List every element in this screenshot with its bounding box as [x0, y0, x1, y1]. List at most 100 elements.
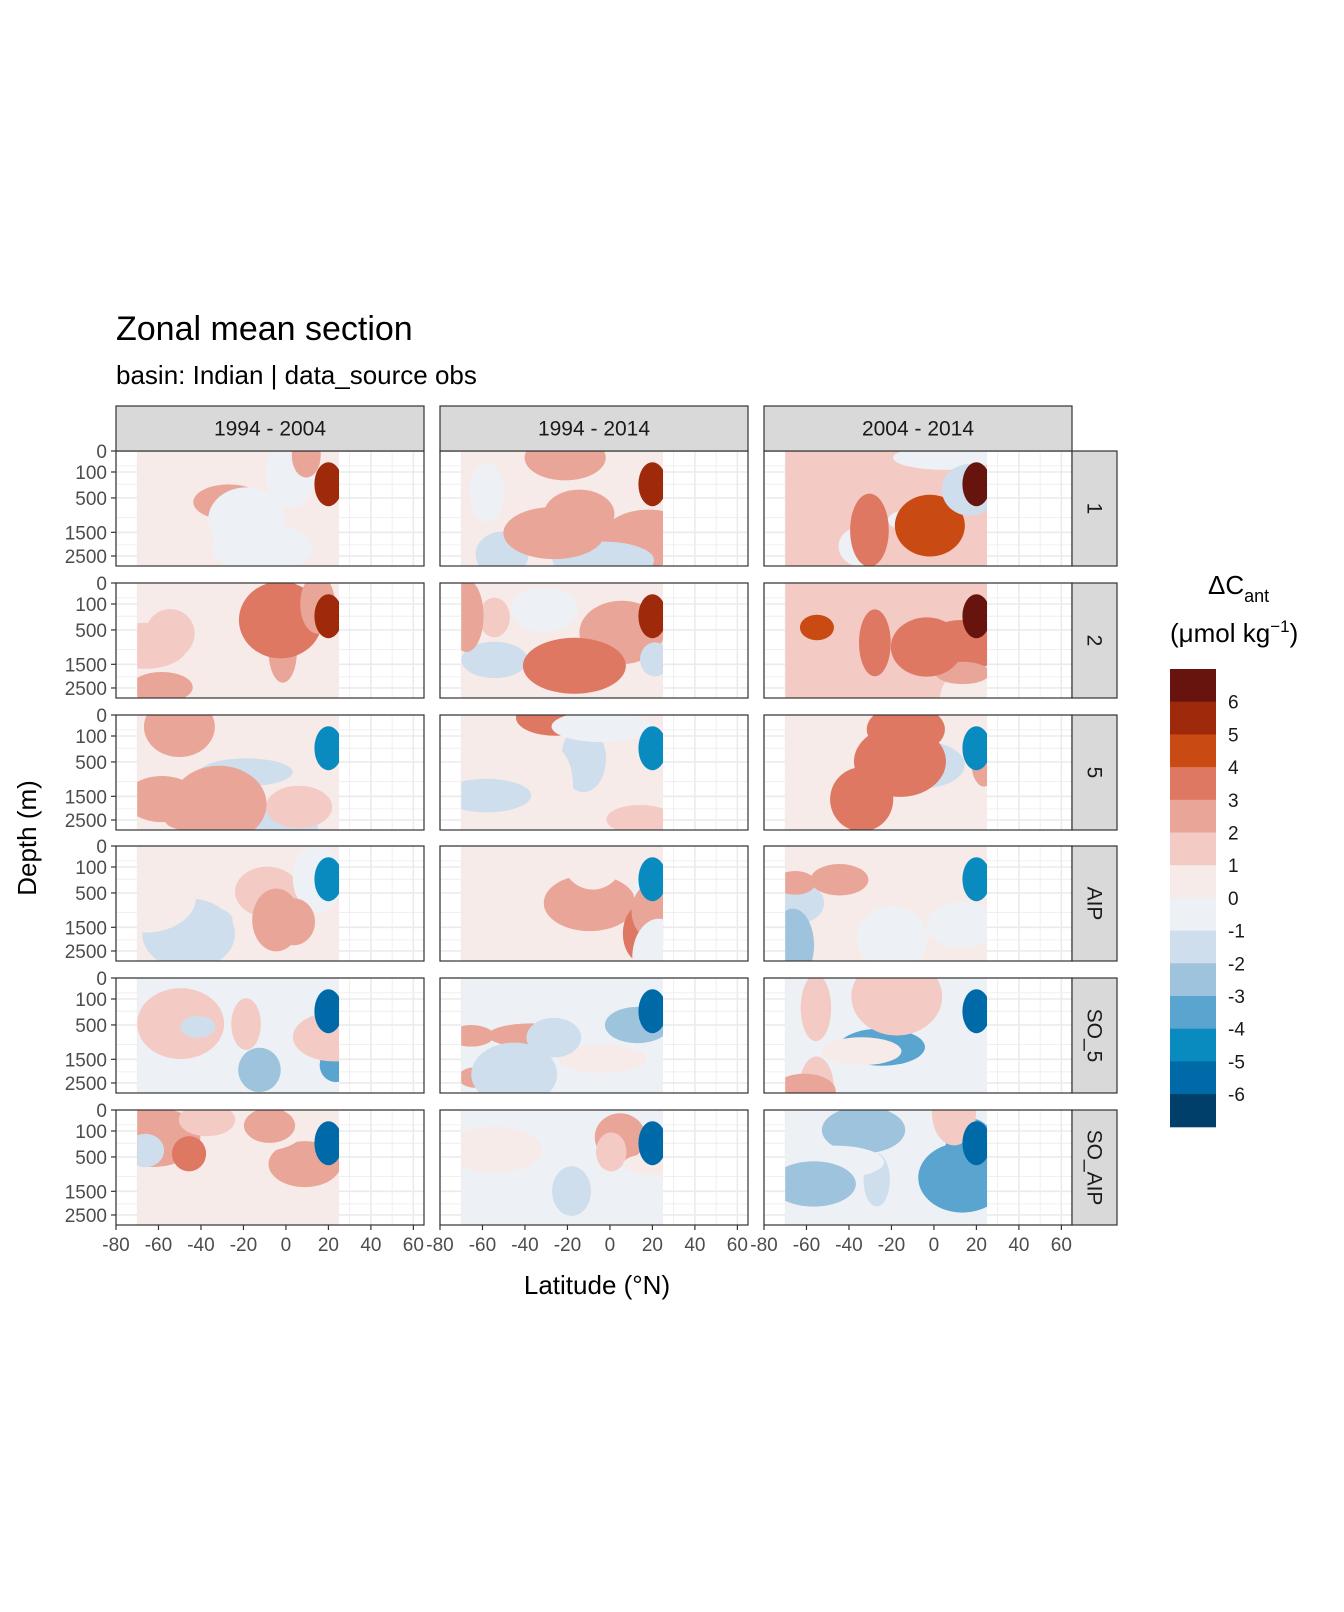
y-tick-label: 1500	[65, 1182, 107, 1203]
y-tick-label: 500	[75, 753, 107, 774]
x-tick-label: 60	[403, 1235, 424, 1256]
contour-field	[137, 978, 340, 1093]
facet-panel	[763, 450, 1073, 567]
contour-patch	[962, 857, 988, 902]
contour-patch	[785, 908, 815, 961]
contour-patch	[314, 462, 340, 507]
legend-label: -4	[1228, 1020, 1245, 1041]
column-strip: 1994 - 2004	[115, 405, 425, 452]
contour-patch	[638, 594, 664, 639]
contour-patch	[638, 726, 664, 771]
facet-panel	[115, 714, 425, 831]
contour-patch	[595, 1132, 627, 1172]
contour-patch	[137, 862, 196, 933]
contour-patch	[552, 1166, 592, 1216]
x-tick-label: 40	[684, 1235, 705, 1256]
contour-patch	[606, 804, 664, 830]
x-tick-label: 0	[281, 1235, 292, 1256]
contour-patch	[810, 864, 869, 896]
facet-panel	[439, 714, 749, 831]
column-strip-label: 1994 - 2004	[214, 418, 326, 441]
row-strip-label: AIP	[1083, 887, 1106, 921]
contour-patch	[147, 521, 175, 561]
y-tick-label: 100	[75, 595, 107, 616]
column-strip-label: 2004 - 2014	[862, 418, 974, 441]
facet-panel	[115, 845, 425, 962]
panel-border	[439, 845, 749, 962]
contour-patch	[252, 888, 301, 952]
contour-field	[137, 715, 340, 830]
contour-field	[461, 451, 664, 566]
legend-label: -5	[1228, 1052, 1245, 1073]
legend-color-step	[1170, 799, 1216, 833]
contour-patch	[638, 989, 664, 1034]
contour-patch	[171, 765, 267, 830]
x-tick-label: -60	[793, 1235, 820, 1256]
x-tick-label: 40	[1008, 1235, 1029, 1256]
facet-panel	[439, 582, 749, 699]
row-strip-bg	[1071, 845, 1118, 962]
contour-patch	[857, 906, 928, 961]
facet-panel	[439, 977, 749, 1094]
contour-patch	[640, 642, 664, 677]
contour-patch	[551, 715, 652, 743]
row-strip: SO_5	[1071, 977, 1118, 1094]
contour-field	[461, 715, 664, 830]
facet-panel	[115, 977, 425, 1094]
contour-patch	[461, 1024, 494, 1047]
facet-panels	[115, 450, 1073, 1226]
contour-patch	[561, 725, 607, 793]
contour-patch	[171, 1136, 207, 1172]
contour-field	[785, 583, 988, 698]
row-strip-label: 1	[1083, 503, 1106, 515]
legend-unit-sup: −1	[1270, 617, 1289, 636]
panel-border	[439, 582, 749, 699]
legend-unit-suffix: )	[1290, 618, 1299, 648]
y-tick-label: 500	[75, 1016, 107, 1037]
panel-border	[115, 977, 425, 1094]
column-strip-bg	[763, 405, 1073, 452]
chart-subtitle: basin: Indian | data_source obs	[116, 360, 477, 390]
contour-patch	[461, 846, 513, 872]
y-axis-title: Depth (m)	[12, 780, 42, 896]
legend-color-step	[1170, 930, 1216, 964]
contour-patch	[785, 1073, 836, 1093]
contour-patch	[890, 617, 963, 677]
x-tick-label: 0	[605, 1235, 616, 1256]
y-axes: 0100500150025000100500150025000100500150…	[65, 442, 116, 1227]
contour-patch	[314, 857, 340, 902]
contour-patch	[866, 715, 945, 755]
y-tick-label: 1500	[65, 523, 107, 544]
contour-patch	[471, 1042, 558, 1093]
column-strip-label: 1994 - 2014	[538, 418, 650, 441]
legend-color-step	[1170, 701, 1216, 735]
contour-patch	[851, 978, 943, 1036]
contour-patch	[962, 1121, 988, 1166]
contour-patch	[962, 989, 988, 1034]
chart-title: Zonal mean section	[116, 310, 413, 348]
x-tick-label: -40	[835, 1235, 862, 1256]
facet-panel	[115, 1109, 425, 1226]
contour-field	[461, 846, 664, 961]
contour-patch	[830, 767, 894, 830]
column-strips: 1994 - 2004 1994 - 2014 2004 - 2014	[115, 405, 1073, 452]
y-tick-label: 100	[75, 858, 107, 879]
row-strip-label: 2	[1083, 635, 1106, 647]
y-tick-label: 0	[96, 969, 107, 990]
legend-color-step	[1170, 669, 1216, 703]
contour-patch	[265, 785, 333, 829]
legend-color-step	[1170, 865, 1216, 899]
panel-border	[115, 714, 425, 831]
panel-border	[115, 582, 425, 699]
contour-patch	[800, 978, 832, 1042]
panel-border	[439, 977, 749, 1094]
x-tick-label: -20	[878, 1235, 905, 1256]
column-strip: 2004 - 2014	[763, 405, 1073, 452]
panel-border	[115, 1109, 425, 1226]
x-tick-label: 60	[1051, 1235, 1072, 1256]
contour-patch	[799, 614, 834, 641]
column-strip-bg	[115, 405, 425, 452]
legend-label: -1	[1228, 922, 1245, 943]
legend-label: -3	[1228, 987, 1245, 1008]
